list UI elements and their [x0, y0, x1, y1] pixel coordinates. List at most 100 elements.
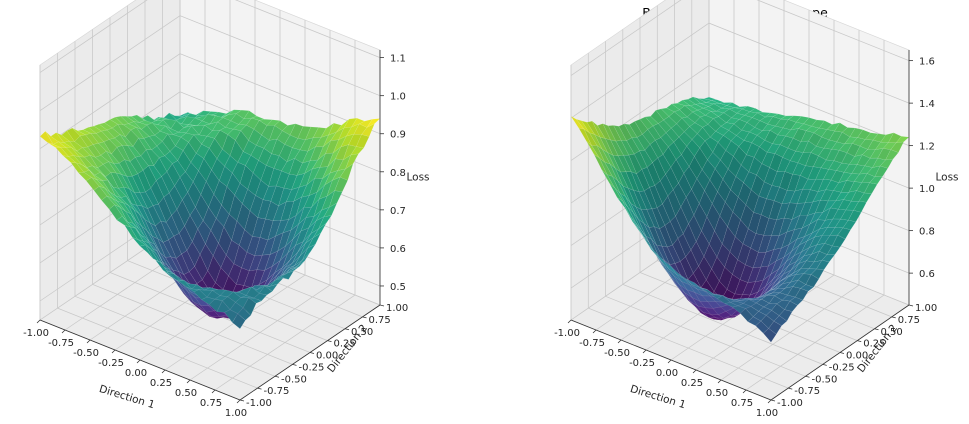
surface-face [122, 123, 137, 131]
y-tick-label: -0.50 [281, 374, 307, 385]
surface-face [291, 173, 305, 190]
surface-face [686, 278, 700, 288]
surface-face [694, 291, 709, 302]
surface-face [673, 109, 688, 119]
surface-face [848, 154, 863, 165]
surface-face [700, 102, 715, 107]
surface-face [301, 177, 315, 198]
x-tick-label: 0.00 [125, 368, 147, 379]
x-tick-label: 0.00 [656, 368, 678, 379]
surface-face [797, 152, 812, 167]
surface-face [705, 100, 720, 104]
surface-face [719, 102, 733, 106]
surface-face [641, 167, 656, 188]
surface-face [763, 303, 778, 311]
surface-face [164, 151, 178, 164]
surface-face [879, 158, 894, 169]
surface-face [772, 113, 787, 120]
surface-face [141, 205, 156, 227]
surface-face [830, 199, 844, 210]
y-tick-mark [379, 304, 385, 307]
x-tick-mark [36, 319, 41, 324]
surface-face [326, 176, 341, 197]
surface-face [777, 270, 792, 283]
surface-face [693, 203, 707, 232]
surface-face [769, 153, 783, 172]
surface-face [753, 195, 767, 216]
surface-face [691, 284, 705, 292]
surface-face [622, 185, 637, 208]
surface-face [274, 120, 288, 132]
gridline-y [92, 29, 293, 365]
z-tick-label: 0.7 [390, 206, 406, 217]
y-tick-label: -0.50 [812, 374, 838, 385]
surface-face [124, 225, 139, 240]
gridline-z [39, 15, 381, 112]
surface-face [631, 137, 646, 152]
y-tick-label: 0.00 [846, 351, 868, 362]
surface-face [104, 187, 118, 202]
y-tick-label: -1.00 [246, 398, 272, 409]
y-tick-mark [908, 304, 914, 307]
surface-face [299, 137, 314, 152]
surface-face [644, 116, 659, 127]
surface-face [309, 146, 324, 162]
z-tick-label: 0.6 [919, 269, 935, 280]
surface-face [636, 134, 651, 151]
y-tick-mark [874, 328, 879, 331]
y-tick-mark [274, 375, 280, 378]
y-tick-mark [822, 363, 827, 366]
surface-face [250, 145, 265, 161]
surface-face [305, 126, 319, 140]
x-tick-mark [136, 359, 141, 364]
z-tick-label: 1.6 [919, 57, 935, 68]
surface-face [622, 200, 636, 223]
surface-face [786, 244, 800, 262]
x-tick-label: 1.00 [756, 408, 778, 419]
surface-face [601, 169, 615, 189]
x-tick-label: -0.50 [604, 348, 630, 359]
surface-face [643, 187, 658, 210]
surface-face [784, 279, 799, 289]
surface-face [620, 171, 634, 191]
gridline-z [39, 0, 381, 73]
surface-face [329, 158, 344, 174]
surface-face [714, 159, 729, 180]
surface-face [278, 187, 292, 207]
surface-face [704, 179, 718, 204]
y-tick-label: 0.00 [316, 351, 338, 362]
surface-face [681, 281, 696, 293]
surface-face [256, 254, 271, 271]
x-tick-mark [592, 329, 597, 334]
surface-face [66, 127, 81, 142]
baseline-surface-plot: Baseline - 3D Loss Landscape-1.00-0.75-0… [554, 0, 959, 419]
y-tick-mark [292, 363, 297, 366]
y-tick-mark [257, 387, 262, 390]
surface-face [663, 116, 677, 129]
surface-face [278, 144, 293, 162]
surface-face [680, 196, 694, 225]
surface-face [358, 118, 373, 128]
surface-face [258, 119, 273, 126]
surface-face [39, 130, 54, 145]
surface-face [262, 185, 277, 202]
surface-face [147, 252, 161, 263]
surface-face [109, 191, 124, 203]
surface-face [296, 160, 311, 176]
surface-face [604, 138, 619, 157]
surface-face [698, 256, 712, 281]
surface-face [684, 105, 699, 113]
surface-face [355, 134, 370, 149]
surface-face [235, 130, 249, 152]
x-tick-mark [667, 359, 672, 364]
surface-face [156, 141, 171, 157]
surface-face [845, 201, 860, 211]
x-tick-label: -1.00 [23, 328, 49, 339]
surface-face [132, 223, 147, 238]
surface-face [208, 193, 222, 219]
surface-face [285, 223, 299, 247]
surface-face [740, 154, 755, 173]
surface-face [771, 171, 786, 188]
surface-face [112, 123, 126, 138]
surface-face [162, 239, 177, 259]
